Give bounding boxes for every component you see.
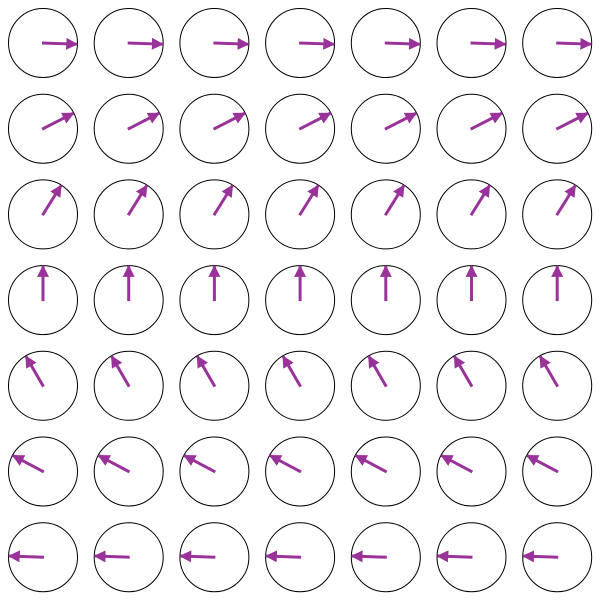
arrow-icon [196,355,217,388]
arrow-icon [93,550,130,563]
circle-outline-icon [8,93,78,164]
arrow-icon [522,550,559,563]
arrow-icon [538,355,559,388]
circle-outline-icon [179,179,250,250]
arrow-icon [264,550,302,563]
arrow-icon [41,37,79,50]
circle-outline-icon [265,179,336,250]
arrow-icon [555,184,577,217]
circle-outline-icon [350,436,421,507]
arrow-icon [298,111,332,131]
circle-outline-icon [436,350,507,421]
circle-outline-icon [265,350,336,421]
circle-outline-icon [436,436,507,507]
arrow-icon [440,454,474,474]
arrow-icon [179,550,216,563]
arrow-icon [298,184,320,217]
arrow-icon [41,111,75,131]
circle-outline-icon [522,93,593,164]
circle-outline-icon [436,93,507,164]
circle-outline-icon [93,436,164,507]
arrow-icon [127,111,161,131]
circle-outline-icon [265,93,336,164]
circle-outline-icon [8,179,78,250]
arrow-icon [436,550,473,563]
arrow-icon [526,454,559,474]
arrow-icon [127,37,164,50]
arrow-icon [354,454,388,474]
circle-outline-icon [522,350,593,421]
arrow-icon [269,454,302,474]
arrow-icon [299,37,336,50]
circle-outline-icon [179,350,250,421]
arrow-icon [126,184,148,217]
arrow-icon [110,355,131,388]
circle-outline-icon [93,179,164,250]
circle-outline-icon [8,350,78,421]
arrow-icon [7,550,45,563]
circle-outline-icon [265,436,336,507]
arrow-icon [384,37,421,50]
circle-outline-icon [93,93,164,164]
arrow-icon [469,184,491,217]
circle-outline-icon [522,179,593,250]
arrow-icon [384,111,418,131]
circle-outline-icon [179,93,250,164]
circle-outline-icon [179,436,250,507]
arrow-icon [11,454,45,474]
arrow-icon [24,355,45,388]
arrow-icon [470,37,507,50]
arrow-icon [556,37,593,50]
arrow-icon [41,184,63,217]
arrow-icon [212,111,246,131]
arrow-icon [213,37,250,50]
circle-outline-icon [436,179,507,250]
arrow-icon [350,550,387,563]
circle-outline-icon [93,350,164,421]
arrow-icon [183,454,216,474]
arrow-icon [383,184,406,217]
circle-outline-icon [350,179,421,250]
circle-outline-icon [522,436,593,507]
arrow-icon [367,355,388,388]
circle-outline-icon [350,93,421,164]
arrow-icon [555,111,589,131]
arrow-icon [469,111,503,131]
circle-outline-icon [8,436,78,507]
circle-outline-icon [350,350,421,421]
cells-group [7,8,593,593]
arrow-icon [281,355,302,388]
arrow-icon [453,355,474,388]
arrow-icon [97,454,131,474]
arrow-icon [212,184,234,217]
